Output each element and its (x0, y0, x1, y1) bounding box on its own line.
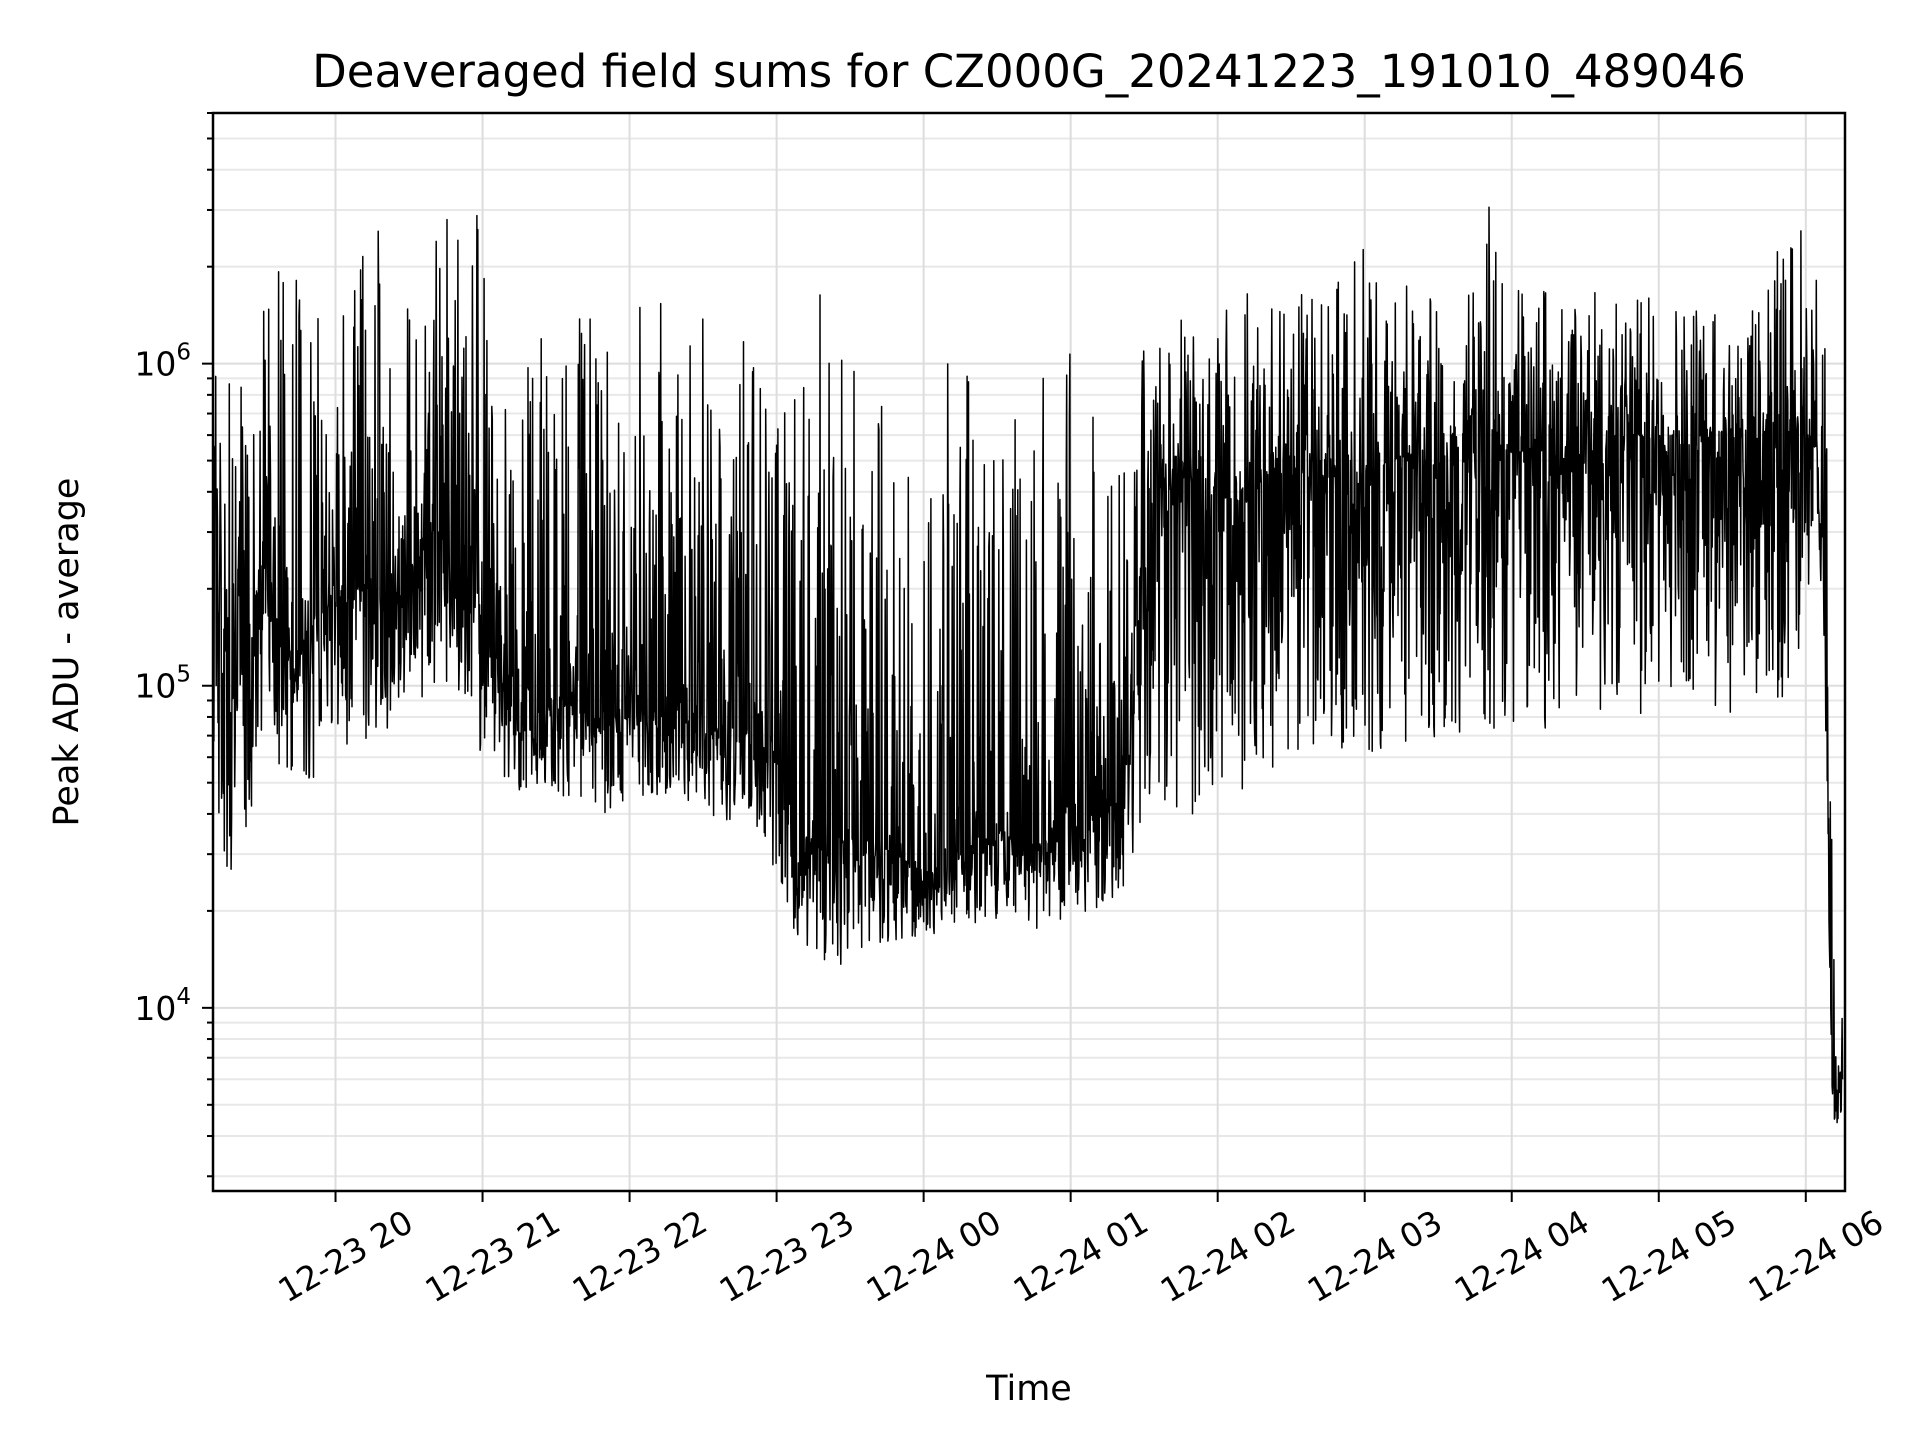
x-tick-label: 12-24 00 (860, 1202, 1008, 1310)
y-tick-label: 106 (134, 340, 191, 384)
x-tick-label: 12-24 04 (1448, 1202, 1596, 1310)
x-axis-label: Time (985, 1369, 1072, 1409)
y-tick-label: 105 (134, 662, 191, 706)
x-tick-label: 12-24 02 (1154, 1202, 1302, 1310)
y-tick-label: 104 (134, 984, 191, 1028)
y-axis-label: Peak ADU - average (47, 478, 87, 827)
x-tick-label: 12-24 01 (1007, 1202, 1155, 1310)
chart-title: Deaveraged field sums for CZ000G_2024122… (312, 45, 1746, 98)
series-layer (212, 206, 1844, 1124)
series-line (212, 206, 1844, 1124)
x-tick-label: 12-24 03 (1301, 1202, 1449, 1310)
x-tick-label: 12-24 06 (1742, 1202, 1890, 1310)
x-tick-label: 12-24 05 (1595, 1202, 1743, 1310)
x-tick-label: 12-23 23 (713, 1202, 861, 1310)
x-tick-label: 12-23 22 (566, 1202, 714, 1310)
x-tick-label: 12-23 21 (419, 1202, 567, 1310)
x-tick-label: 12-23 20 (272, 1202, 420, 1310)
plot-frame (211, 111, 1847, 1193)
